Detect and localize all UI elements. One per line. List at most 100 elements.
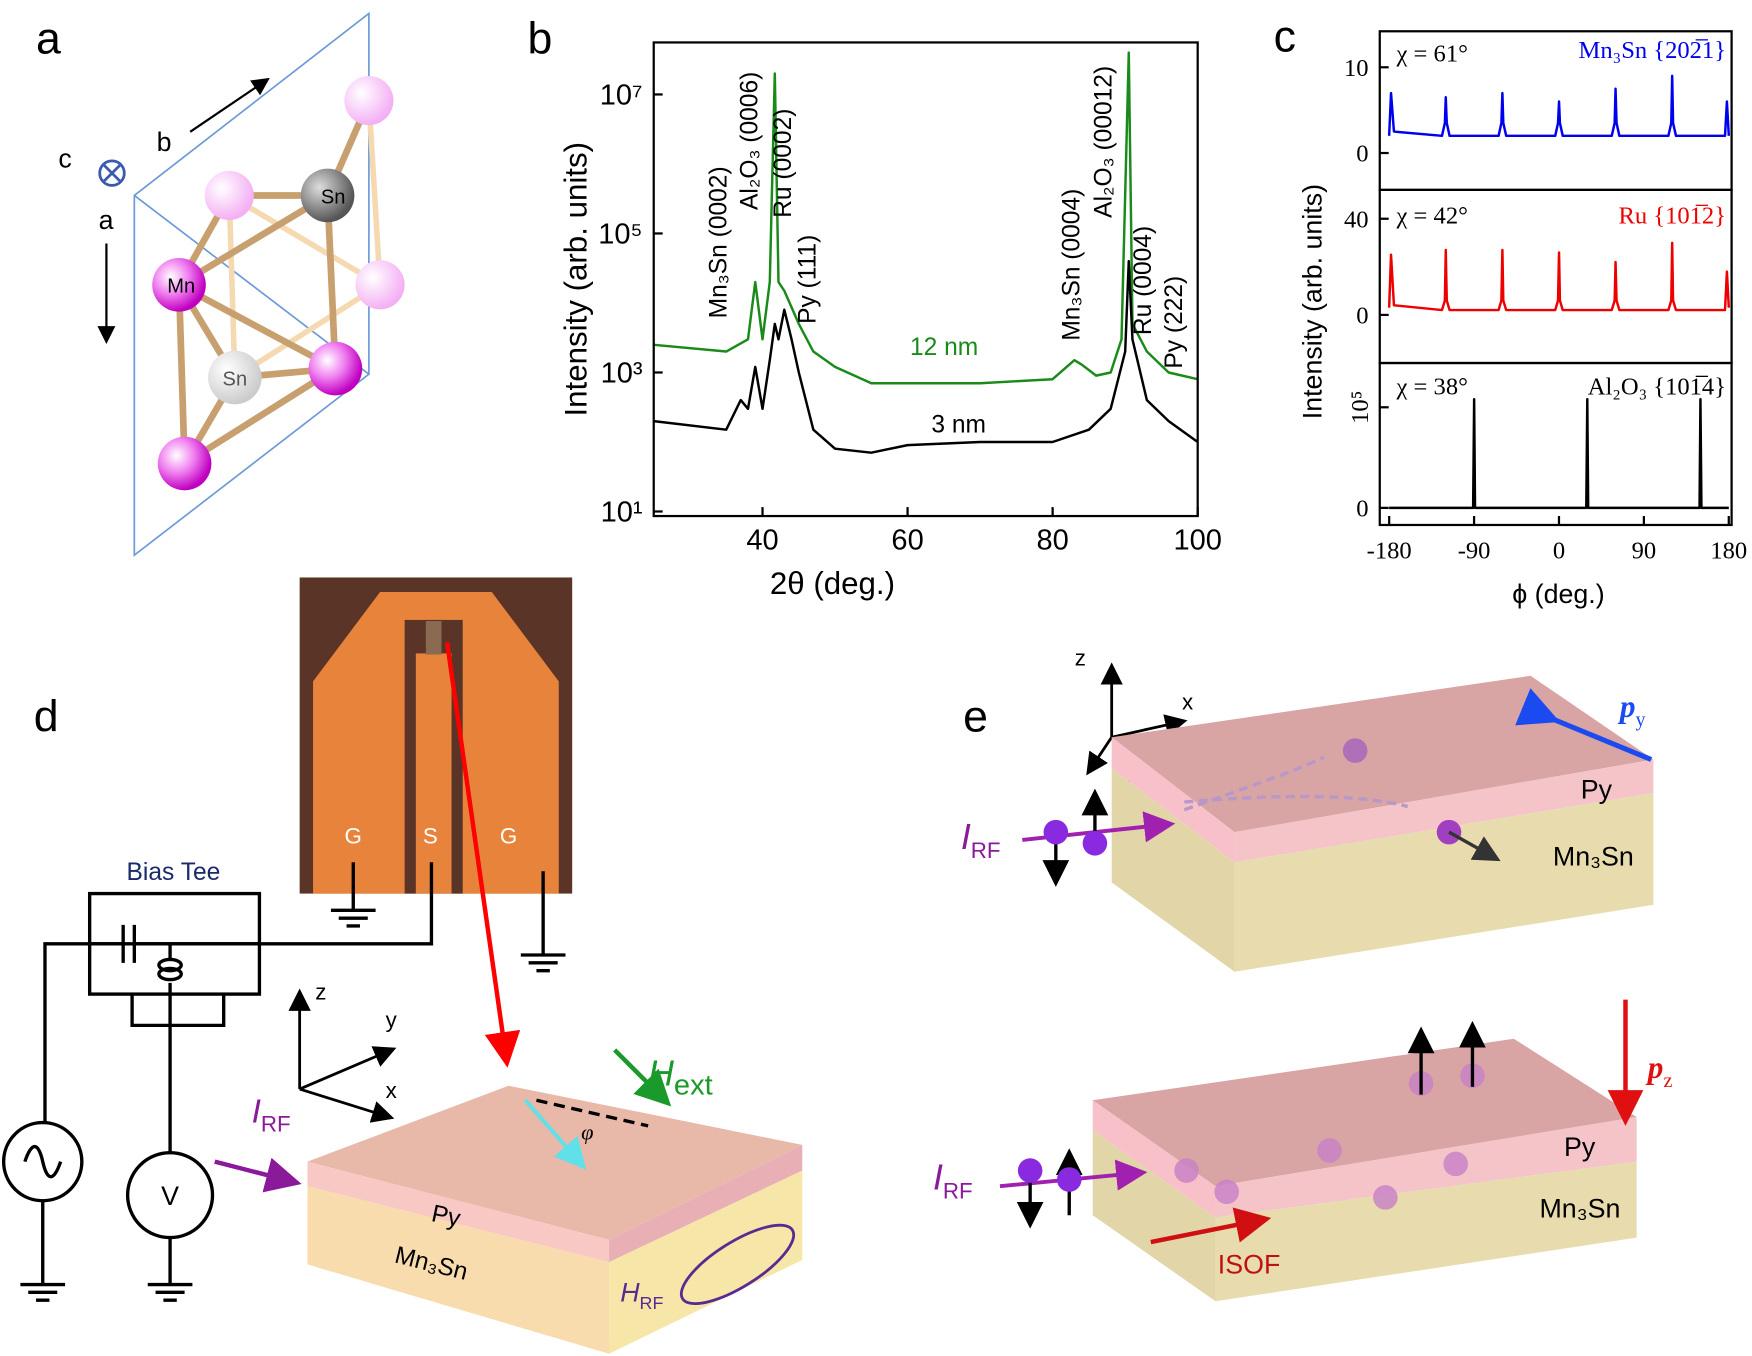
- atom: [208, 350, 262, 405]
- atom: [308, 341, 363, 396]
- atom-label: Sn: [321, 186, 346, 208]
- data-line: [1387, 74, 1731, 138]
- atom: [344, 75, 394, 126]
- plot-frame: [652, 41, 1199, 518]
- device-diagram: G S G Bias Tee V z y x Py Mn₃Sn φ Hext H…: [1, 577, 803, 1354]
- axis-label: a: [99, 205, 114, 235]
- panel-letter: c: [1274, 12, 1296, 61]
- py-side: [609, 1144, 803, 1263]
- data-line: [653, 51, 1198, 385]
- y-tick-label: 10¹: [601, 497, 643, 529]
- py-side: [1234, 759, 1654, 863]
- peak-label: Mn₃Sn (0002): [705, 166, 732, 318]
- atom: [204, 170, 254, 221]
- current-label: IRF: [961, 817, 1001, 863]
- y-tick-label: 10⁵: [1347, 391, 1374, 424]
- py-side: [1215, 1116, 1637, 1218]
- crystal-diagram: Sn Mn Sn c b a: [58, 11, 405, 557]
- x-axis-label: 2θ (deg.): [770, 566, 895, 601]
- sample: [425, 621, 442, 655]
- layer-label: Py: [1581, 775, 1613, 805]
- pad-label: G: [500, 823, 517, 848]
- panel-letter: a: [36, 15, 61, 64]
- panel-letter: b: [528, 15, 553, 64]
- spin-paths: [1183, 755, 1409, 812]
- pad-label: S: [423, 823, 438, 848]
- polarization-label: py: [1617, 689, 1646, 731]
- x-tick-label: 40: [746, 525, 778, 557]
- into-page-symbol: [98, 159, 126, 187]
- spin-pair: [1042, 788, 1109, 887]
- peak-label: Py (111): [795, 235, 822, 324]
- mechanism-diagram: z x y py Py Mn₃Sn IRF pz Py Mn₃Sn ISOF I…: [933, 646, 1673, 1302]
- y-tick-label: 10³: [601, 358, 643, 390]
- peak-label: Py (222): [1161, 276, 1188, 369]
- annotation: Ru {101̅2}: [1618, 202, 1726, 229]
- angle-label: φ: [581, 1119, 593, 1144]
- py-front: [1092, 1100, 1216, 1218]
- y-axis-label: Intensity (arb. units): [1298, 184, 1328, 419]
- x-tick-label: 100: [1173, 525, 1221, 557]
- device-pads: [313, 591, 559, 894]
- axis-arrow: [189, 77, 270, 133]
- bonds: [175, 99, 372, 467]
- flow-arrow: [1150, 1207, 1272, 1245]
- peak-label: Mn₃Sn (0004): [1058, 189, 1085, 341]
- peak-label: Al₂O₃ (00012): [1091, 66, 1118, 218]
- rf-field-label: HRF: [620, 1277, 663, 1313]
- py-front: [1111, 737, 1235, 863]
- x-tick-label: 60: [891, 525, 923, 557]
- annotation: Mn₃Sn {202̅1}: [1579, 37, 1726, 64]
- back-bonds: [226, 100, 383, 380]
- data-line: [653, 259, 1199, 454]
- current-arrow: [214, 1157, 302, 1193]
- annotation: χ = 61°: [1396, 40, 1468, 67]
- pad-label: G: [345, 823, 362, 848]
- y-tick-label: 10: [1344, 55, 1369, 82]
- mn3sn-side: [609, 1170, 803, 1354]
- field-arrow: [613, 1048, 672, 1107]
- y-tick-label: 0: [1356, 303, 1368, 330]
- mn3sn-side: [1215, 1161, 1637, 1302]
- reference-line: [536, 1098, 649, 1128]
- atom: [157, 436, 212, 491]
- axis-label: x: [1182, 689, 1193, 714]
- annotation: χ = 38°: [1396, 373, 1468, 400]
- axis-label: c: [58, 144, 71, 174]
- y-tick-label: 0: [1356, 141, 1368, 168]
- electron: [1342, 738, 1368, 763]
- panel-letter: e: [963, 693, 988, 742]
- data-line: [1387, 241, 1731, 312]
- mn3sn-front: [307, 1186, 610, 1354]
- spin-arrow: [1448, 830, 1501, 862]
- layer-label: Mn₃Sn: [1539, 1193, 1620, 1223]
- rf-field-loop: [679, 1223, 796, 1306]
- coordinate-axes: [288, 988, 397, 1123]
- py-top: [1092, 1038, 1637, 1187]
- axis-label: y: [386, 1008, 398, 1033]
- current-label: IRF: [252, 1094, 291, 1137]
- layer-label: Mn₃Sn: [1553, 842, 1634, 872]
- atom: [355, 260, 405, 310]
- x-axis-label: ϕ (deg.): [1512, 579, 1604, 609]
- annotation: χ = 42°: [1396, 202, 1468, 229]
- zoom-arrow: [444, 641, 521, 1068]
- panel-letter: d: [34, 693, 59, 742]
- circuit: [1, 862, 566, 1302]
- coordinate-axes: [1086, 662, 1188, 776]
- x-tick-label: -180: [1367, 537, 1412, 564]
- x-tick-label: -90: [1458, 537, 1491, 564]
- atom-label: Sn: [223, 368, 248, 390]
- data-line: [1389, 397, 1729, 510]
- polarization-arrow: [1515, 688, 1653, 762]
- y-tick-label: 10⁵: [598, 219, 642, 251]
- signal-line: [415, 653, 452, 894]
- polarization-label: pz: [1645, 1050, 1673, 1092]
- peak-label: Al₂O₃ (0006): [737, 72, 764, 210]
- mn3sn-front: [1111, 768, 1235, 972]
- bias-tee-label: Bias Tee: [127, 859, 221, 886]
- py-front: [307, 1161, 610, 1263]
- x-tick-label: 80: [1036, 525, 1068, 557]
